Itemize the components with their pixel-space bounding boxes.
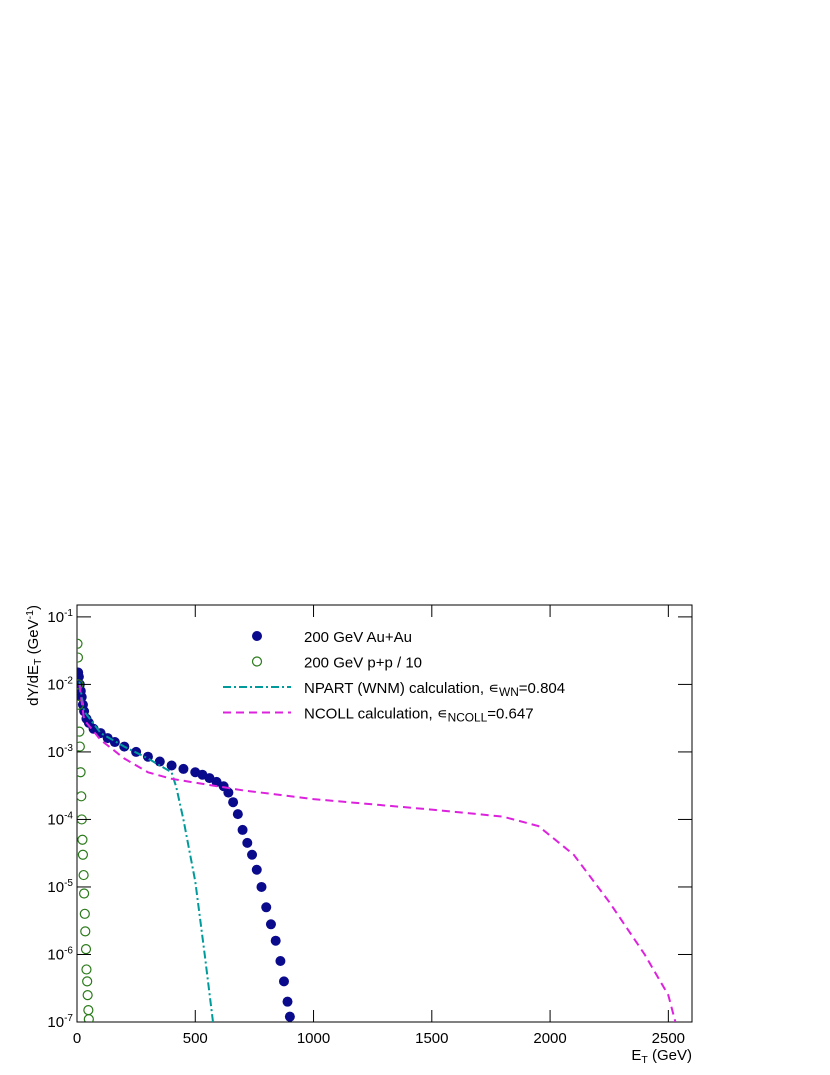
y-tick-exponent: -7	[64, 1013, 73, 1024]
x-tick-label: 1000	[297, 1030, 330, 1047]
legend-label: NPART (WNM) calculation, ∊WN=0.804	[304, 680, 565, 699]
data-point	[154, 756, 165, 767]
y-tick-base: 10	[47, 946, 64, 963]
data-point	[78, 888, 90, 899]
data-point	[78, 869, 89, 881]
data-point	[256, 881, 267, 892]
data-point	[275, 956, 286, 967]
x-tick-label: 2500	[652, 1030, 685, 1047]
data-point	[77, 849, 89, 860]
x-tick-label: 2000	[533, 1030, 566, 1047]
x-axis-title-part: T	[641, 1054, 648, 1066]
data-point	[83, 1014, 94, 1022]
x-tick-label: 1500	[415, 1030, 448, 1047]
x-axis-title-part: (GeV)	[648, 1047, 692, 1064]
y-tick-label: 10-3	[47, 743, 73, 761]
data-point	[77, 638, 83, 649]
y-tick-exponent: -1	[64, 608, 73, 619]
data-point	[228, 797, 239, 808]
y-tick-exponent: -6	[64, 945, 73, 956]
data-point	[282, 996, 293, 1007]
data-line	[78, 681, 214, 1022]
legend-label-part: NCOLL	[448, 711, 488, 725]
legend-label: 200 GeV Au+Au	[304, 629, 412, 646]
legend-label-part: NCOLL calculation, ∊	[304, 706, 448, 723]
data-line	[78, 684, 677, 1022]
y-tick-exponent: -2	[64, 675, 73, 686]
data-point	[265, 919, 276, 930]
y-tick-exponent: -4	[64, 810, 73, 821]
legend-label-part: =0.804	[519, 680, 565, 697]
data-point	[284, 1011, 295, 1022]
data-point	[261, 902, 272, 913]
plot-frame	[76, 604, 693, 1023]
data-point	[77, 726, 85, 737]
data-point	[79, 908, 90, 919]
data-point	[80, 944, 92, 955]
data-point	[77, 671, 84, 682]
y-tick-exponent: -3	[64, 743, 73, 754]
y-tick-base: 10	[47, 879, 64, 896]
data-point	[82, 976, 93, 987]
y-axis-title: dY/dET (GeV-1)	[24, 605, 44, 706]
y-tick-base: 10	[47, 1014, 64, 1031]
data-point	[278, 976, 289, 987]
y-tick-base: 10	[47, 609, 64, 626]
data-point	[178, 763, 189, 774]
data-point	[77, 791, 87, 802]
data-point	[82, 990, 93, 1001]
y-axis-title-part: -1	[24, 610, 36, 619]
y-tick-label: 10-1	[47, 608, 73, 626]
y-tick-label: 10-5	[47, 878, 73, 896]
legend-label-part: 200 GeV Au+Au	[304, 629, 412, 646]
y-tick-base: 10	[47, 676, 64, 693]
y-tick-label: 10-2	[47, 675, 73, 693]
y-tick-base: 10	[47, 744, 64, 761]
legend-label: 200 GeV p+p / 10	[304, 655, 422, 672]
legend-marker	[252, 631, 262, 641]
data-point	[251, 864, 262, 875]
legend-label-part: 200 GeV p+p / 10	[304, 655, 422, 672]
data-point	[237, 824, 248, 835]
x-tick-label: 0	[73, 1030, 81, 1047]
data-point	[77, 741, 85, 752]
legend-label-part: WN	[499, 685, 519, 699]
data-point	[223, 787, 234, 798]
data-point	[80, 926, 91, 937]
data-point	[247, 849, 258, 860]
y-tick-exponent: -5	[64, 878, 73, 889]
y-tick-label: 10-7	[47, 1013, 73, 1031]
legend-label-part: =0.647	[487, 706, 533, 723]
data-point	[232, 809, 243, 820]
data-point	[270, 935, 281, 946]
data-point	[77, 692, 87, 703]
y-axis-title-part: T	[32, 658, 44, 665]
data-point	[83, 1005, 94, 1016]
data-point	[77, 834, 88, 845]
data-point	[242, 837, 253, 848]
y-axis-title-part: dY/dE	[25, 665, 42, 706]
y-axis-title-part: (GeV	[25, 619, 42, 658]
data-point	[166, 760, 177, 771]
data-point	[81, 964, 92, 975]
y-tick-label: 10-4	[47, 810, 73, 828]
y-tick-base: 10	[47, 811, 64, 828]
plot-area	[77, 638, 677, 1022]
legend-marker	[251, 656, 263, 667]
y-tick-label: 10-6	[47, 945, 73, 963]
x-axis-title-part: E	[631, 1047, 641, 1064]
legend-label-part: NPART (WNM) calculation, ∊	[304, 680, 499, 697]
data-point	[77, 767, 86, 778]
legend-label: NCOLL calculation, ∊NCOLL=0.647	[304, 706, 534, 725]
y-axis-title-part: )	[25, 605, 42, 610]
x-axis-title: ET (GeV)	[631, 1047, 692, 1066]
data-point	[77, 652, 84, 663]
x-tick-label: 500	[183, 1030, 208, 1047]
